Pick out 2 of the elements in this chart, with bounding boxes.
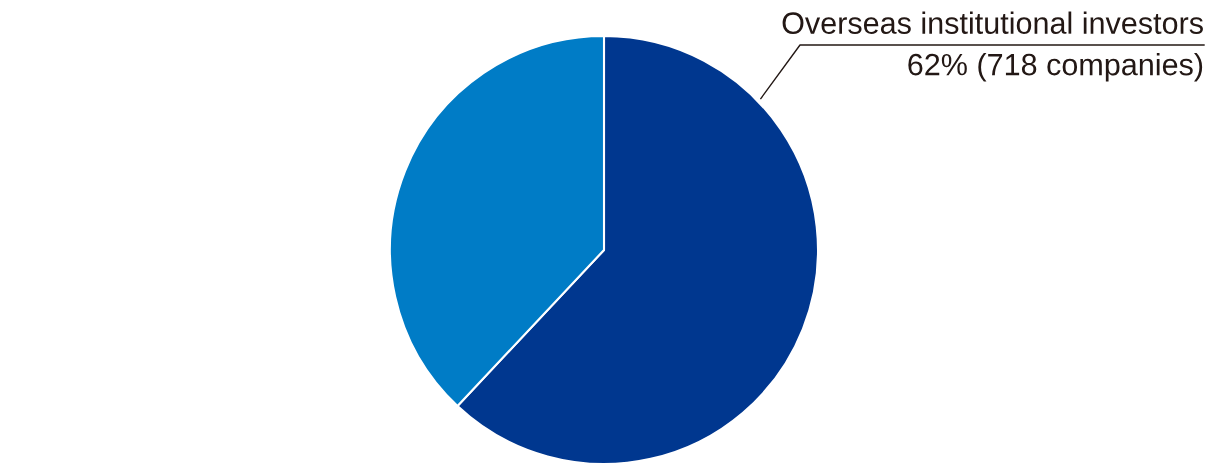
slice-label: Overseas institutional investors: [782, 11, 1203, 34]
data-label: 62% (718 companies): [908, 53, 1203, 82]
